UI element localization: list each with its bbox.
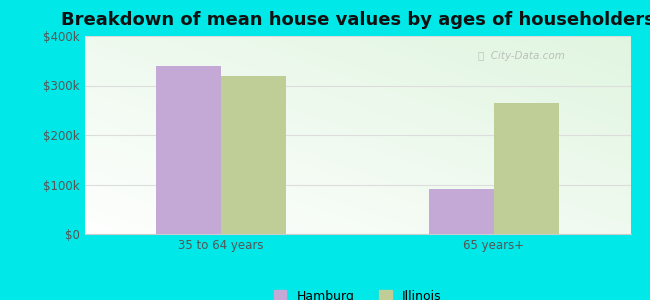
Bar — [494, 103, 559, 234]
Bar — [221, 76, 286, 234]
Title: Breakdown of mean house values by ages of householders: Breakdown of mean house values by ages o… — [60, 11, 650, 29]
Bar — [429, 190, 494, 234]
Text: ⓘ  City-Data.com: ⓘ City-Data.com — [478, 51, 565, 61]
Legend: Hamburg, Illinois: Hamburg, Illinois — [274, 290, 441, 300]
Bar — [156, 66, 221, 234]
